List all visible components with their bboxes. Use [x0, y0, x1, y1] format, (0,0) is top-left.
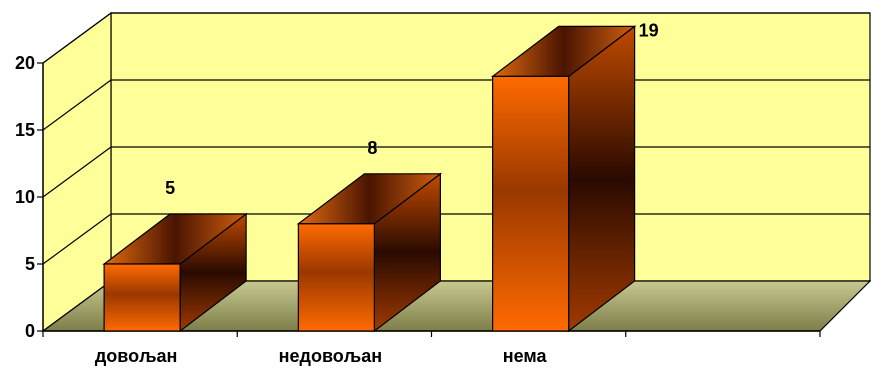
data-label: 8 [367, 138, 377, 158]
bar-front [103, 263, 181, 332]
bar [490, 25, 637, 333]
category-label: довољан [95, 346, 178, 366]
bar [296, 172, 443, 333]
bar-front [492, 75, 570, 332]
y-tick-label: 5 [25, 254, 35, 274]
category-label: недовољан [279, 346, 382, 366]
y-tick-label: 0 [25, 321, 35, 341]
gridline [42, 12, 870, 64]
category-label: нема [503, 346, 548, 366]
bar-side [568, 25, 636, 333]
data-label: 5 [165, 178, 175, 198]
bar [102, 212, 248, 333]
y-tick-label: 15 [15, 120, 35, 140]
bar-front [297, 223, 375, 332]
y-tick-label: 20 [15, 53, 35, 73]
data-label: 19 [639, 20, 659, 40]
y-tick-label: 10 [15, 187, 35, 207]
